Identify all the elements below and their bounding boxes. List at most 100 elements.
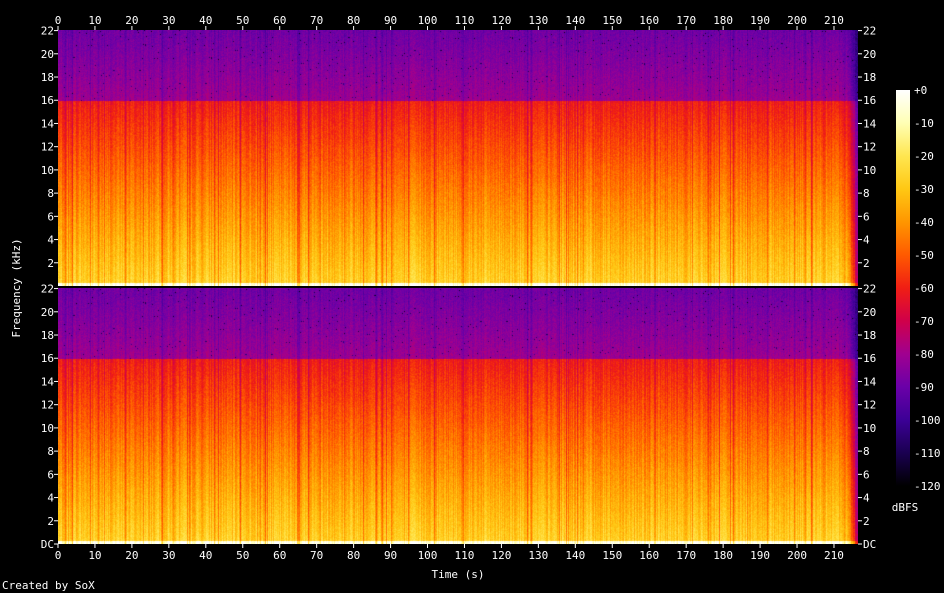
x-tick-label-top: 100 — [418, 14, 438, 27]
x-tick-label-top: 200 — [787, 14, 807, 27]
y-tick-label-left: 10 — [41, 164, 54, 177]
x-tick-label-bottom: 40 — [199, 549, 212, 562]
colorbar-tick-label: -60 — [914, 282, 934, 295]
x-tick-label-bottom: 150 — [602, 549, 622, 562]
y-tick-label-right: 14 — [863, 375, 877, 388]
y-tick-label-right: 20 — [863, 306, 876, 319]
y-tick-label-left: 16 — [41, 94, 54, 107]
y-tick-label-left: 4 — [47, 234, 54, 247]
x-tick-label-bottom: 20 — [125, 549, 138, 562]
y-tick-label-right: 8 — [863, 187, 870, 200]
x-tick-label-top: 80 — [347, 14, 360, 27]
y-tick-label-right: 22 — [863, 283, 876, 296]
x-tick-label-top: 150 — [602, 14, 622, 27]
x-tick-label-bottom: 160 — [639, 549, 659, 562]
colorbar — [896, 90, 910, 486]
x-tick-label-bottom: 30 — [162, 549, 175, 562]
y-tick-label-left: 10 — [41, 422, 54, 435]
y-tick-label-right: 12 — [863, 399, 876, 412]
y-tick-label-left: 18 — [41, 329, 54, 342]
colorbar-tick-label: -120 — [914, 480, 941, 493]
y-tick-label-left: 6 — [47, 210, 54, 223]
x-tick-label-bottom: 210 — [824, 549, 844, 562]
y-tick-label-right: 16 — [863, 94, 876, 107]
x-tick-label-top: 70 — [310, 14, 323, 27]
colorbar-tick-label: -100 — [914, 414, 941, 427]
colorbar-tick-label: -20 — [914, 150, 934, 163]
y-tick-label-right: 8 — [863, 445, 870, 458]
y-tick-label-right: 4 — [863, 492, 870, 505]
x-tick-label-top: 20 — [125, 14, 138, 27]
y-tick-label-right: 4 — [863, 234, 870, 247]
y-tick-label-left: 18 — [41, 71, 54, 84]
spectrogram-channel-2 — [58, 288, 858, 544]
y-tick-label-right: 18 — [863, 71, 876, 84]
x-tick-label-bottom: 190 — [750, 549, 770, 562]
colorbar-tick-label: -110 — [914, 447, 941, 460]
x-axis-title: Time (s) — [432, 568, 485, 581]
y-tick-label-right: DC — [863, 538, 876, 551]
y-tick-label-right: 6 — [863, 468, 870, 481]
y-tick-label-left: 14 — [41, 375, 55, 388]
y-tick-label-left: 16 — [41, 352, 54, 365]
x-tick-label-top: 10 — [88, 14, 101, 27]
y-tick-label-left: 4 — [47, 492, 54, 505]
x-tick-label-top: 50 — [236, 14, 249, 27]
y-tick-label-right: 10 — [863, 422, 876, 435]
colorbar-tick-label: +0 — [914, 84, 927, 97]
x-tick-label-bottom: 170 — [676, 549, 696, 562]
y-tick-label-right: 12 — [863, 141, 876, 154]
x-tick-label-bottom: 120 — [491, 549, 511, 562]
x-tick-label-bottom: 50 — [236, 549, 249, 562]
x-tick-label-bottom: 0 — [55, 549, 62, 562]
colorbar-tick-label: -70 — [914, 315, 934, 328]
x-tick-label-bottom: 110 — [455, 549, 475, 562]
y-tick-label-right: 18 — [863, 329, 876, 342]
x-tick-label-top: 210 — [824, 14, 844, 27]
x-tick-label-bottom: 10 — [88, 549, 101, 562]
x-tick-label-top: 120 — [491, 14, 511, 27]
x-tick-label-top: 130 — [528, 14, 548, 27]
x-tick-label-top: 30 — [162, 14, 175, 27]
y-tick-label-left: 22 — [41, 283, 54, 296]
x-tick-label-bottom: 140 — [565, 549, 585, 562]
y-axis-title: Frequency (kHz) — [10, 238, 23, 337]
y-tick-label-left: 2 — [47, 515, 54, 528]
y-tick-label-right: 14 — [863, 117, 877, 130]
y-tick-label-right: 10 — [863, 164, 876, 177]
y-tick-label-left: 14 — [41, 117, 55, 130]
x-tick-label-top: 170 — [676, 14, 696, 27]
y-tick-label-right: 6 — [863, 210, 870, 223]
y-tick-label-right: 2 — [863, 257, 870, 270]
x-tick-label-top: 140 — [565, 14, 585, 27]
x-tick-label-top: 40 — [199, 14, 212, 27]
y-tick-label-left: 8 — [47, 187, 54, 200]
x-tick-label-bottom: 200 — [787, 549, 807, 562]
colorbar-tick-label: -30 — [914, 183, 934, 196]
y-tick-label-left: 6 — [47, 468, 54, 481]
colorbar-tick-label: -40 — [914, 216, 934, 229]
colorbar-tick-label: -50 — [914, 249, 934, 262]
y-tick-label-left: 2 — [47, 257, 54, 270]
x-tick-label-bottom: 90 — [384, 549, 397, 562]
y-tick-label-right: 20 — [863, 48, 876, 61]
x-tick-label-top: 90 — [384, 14, 397, 27]
x-tick-label-bottom: 100 — [418, 549, 438, 562]
x-tick-label-top: 0 — [55, 14, 62, 27]
y-tick-label-left: 8 — [47, 445, 54, 458]
y-tick-label-right: 2 — [863, 515, 870, 528]
x-tick-label-bottom: 60 — [273, 549, 286, 562]
x-tick-label-bottom: 130 — [528, 549, 548, 562]
x-tick-label-top: 60 — [273, 14, 286, 27]
colorbar-tick-label: -90 — [914, 381, 934, 394]
credit-text: Created by SoX — [2, 579, 95, 592]
y-tick-label-left: 20 — [41, 306, 54, 319]
y-tick-label-left: 12 — [41, 141, 54, 154]
y-tick-label-left: DC — [41, 538, 54, 551]
spectrogram-channel-1 — [58, 30, 858, 286]
y-tick-label-right: 16 — [863, 352, 876, 365]
x-tick-label-bottom: 80 — [347, 549, 360, 562]
x-tick-label-top: 190 — [750, 14, 770, 27]
colorbar-tick-label: -80 — [914, 348, 934, 361]
